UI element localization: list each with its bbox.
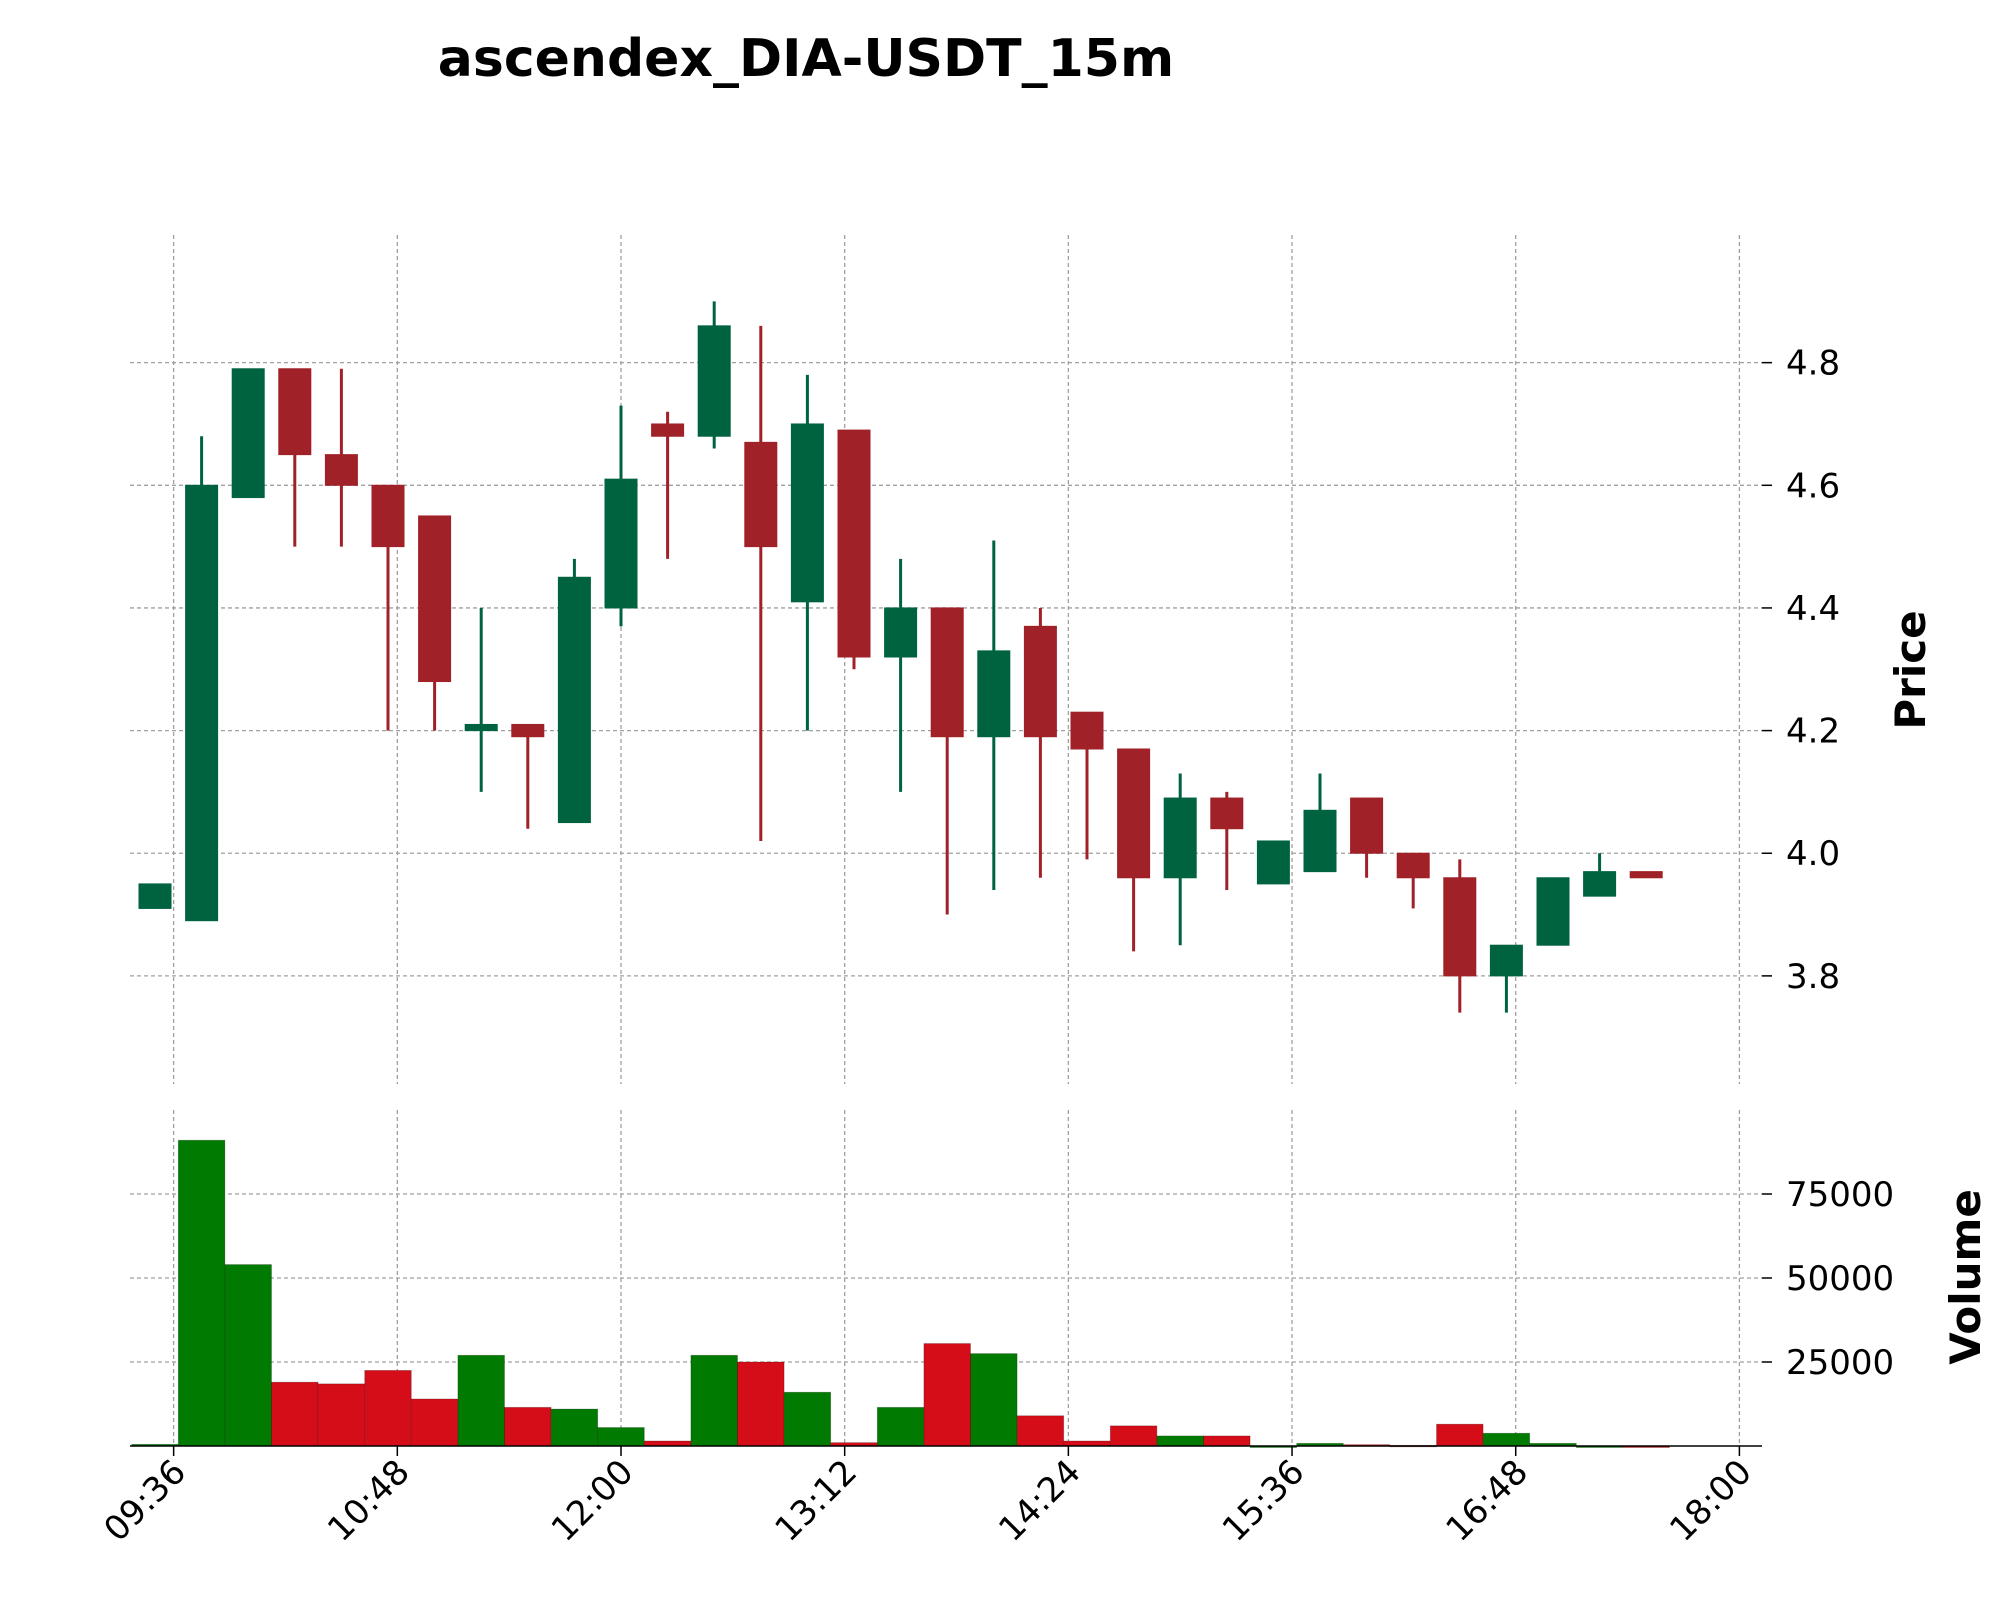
time-axis-ticks: 09:36 10:48 12:00 13:12 14:24 15:36 16:48 18:00 — [96, 1446, 1760, 1550]
candle-body — [884, 607, 918, 658]
volume-bar — [970, 1353, 1018, 1447]
candle-body — [231, 368, 265, 499]
candle-body — [1070, 711, 1104, 750]
candle-body — [138, 883, 172, 909]
price-panel-candles — [138, 301, 1663, 1013]
candle-body — [651, 423, 685, 437]
candle-body — [1489, 944, 1523, 977]
volume-bar — [597, 1427, 645, 1447]
candle-body — [1583, 871, 1617, 897]
time-tick-label: 10:48 — [320, 1452, 418, 1550]
volume-bar — [364, 1370, 412, 1447]
volume-bar — [783, 1391, 832, 1447]
volume-panel-bars — [131, 1139, 1670, 1448]
candle-body — [837, 429, 871, 658]
price-tick-label: 4.6 — [1786, 466, 1840, 506]
volume-bar — [923, 1343, 971, 1447]
volume-bar — [224, 1264, 272, 1447]
volume-gridlines — [130, 1193, 1762, 1363]
price-tick-label: 4.2 — [1786, 712, 1840, 752]
candle-body — [790, 423, 824, 603]
candle-body — [1163, 797, 1197, 879]
candle-body — [371, 484, 405, 548]
volume-bar — [876, 1406, 925, 1447]
price-tick-label: 3.8 — [1786, 957, 1840, 997]
volume-bar — [271, 1381, 319, 1447]
candle-body — [1629, 871, 1663, 879]
price-axis-ticks: 3.8 4.0 4.2 4.4 4.6 4.8 — [1762, 344, 1840, 997]
candle-body — [511, 723, 545, 738]
candle-body — [464, 723, 498, 732]
volume-bar — [1203, 1435, 1251, 1447]
chart-title: ascendex_DIA-USDT_15m — [438, 29, 1174, 89]
candle-body — [324, 454, 358, 486]
volume-bar — [410, 1398, 459, 1447]
volume-bar — [1482, 1432, 1531, 1447]
candle-body — [1210, 797, 1244, 830]
volume-bar — [1063, 1440, 1111, 1447]
volume-bar — [737, 1361, 785, 1447]
volume-bar — [643, 1440, 692, 1447]
volume-tick-label: 25000 — [1786, 1343, 1894, 1383]
candle-body — [604, 478, 638, 609]
time-tick-label: 15:36 — [1215, 1452, 1313, 1550]
volume-bar — [1436, 1423, 1484, 1447]
candle-body — [930, 607, 964, 738]
volume-bar — [1156, 1435, 1204, 1447]
time-tick-label: 14:24 — [991, 1452, 1089, 1550]
volume-bar — [1016, 1415, 1065, 1447]
price-tick-label: 4.8 — [1786, 344, 1840, 384]
candle-body — [1023, 625, 1057, 738]
price-axis-title: Price — [1886, 610, 1935, 729]
time-gridlines — [172, 235, 1741, 1446]
price-tick-label: 4.4 — [1786, 589, 1840, 629]
time-tick-label: 12:00 — [544, 1452, 642, 1550]
candle-body — [1396, 852, 1430, 879]
candle-body — [418, 515, 452, 683]
candle-body — [744, 441, 778, 548]
volume-axis-ticks: 25000 50000 75000 — [1762, 1175, 1894, 1383]
time-tick-label: 16:48 — [1439, 1452, 1537, 1550]
volume-bar — [1109, 1425, 1158, 1447]
volume-bar — [550, 1408, 599, 1447]
candle-body — [278, 368, 312, 456]
candle-body — [1256, 840, 1290, 885]
volume-tick-label: 75000 — [1786, 1175, 1894, 1215]
volume-bar — [690, 1354, 738, 1447]
candle-body — [1350, 797, 1384, 854]
volume-axis-title: Volume — [1941, 1189, 1990, 1365]
volume-bar — [177, 1139, 226, 1447]
candle-body — [1443, 877, 1477, 977]
volume-bar — [457, 1354, 505, 1447]
candle-body — [1536, 877, 1570, 946]
volume-bar — [317, 1383, 366, 1447]
candle-body — [557, 576, 591, 824]
volume-tick-label: 50000 — [1786, 1259, 1894, 1299]
candle-body — [185, 484, 219, 922]
candle-body — [977, 650, 1011, 738]
candle-body — [1303, 809, 1337, 873]
candle-body — [1117, 748, 1151, 879]
time-tick-label: 13:12 — [767, 1452, 865, 1550]
time-tick-label: 09:36 — [96, 1452, 194, 1550]
candle-body — [697, 325, 731, 437]
price-tick-label: 4.0 — [1786, 834, 1840, 874]
time-tick-label: 18:00 — [1662, 1452, 1760, 1550]
volume-bar — [504, 1406, 552, 1447]
